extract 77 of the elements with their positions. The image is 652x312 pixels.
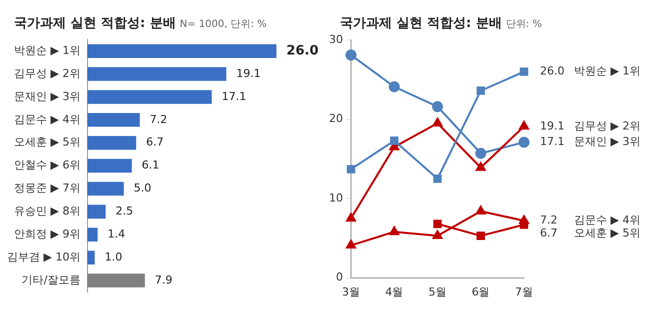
y-tick-label: 김무성 ▶ 2위 <box>14 66 80 80</box>
bar <box>87 250 95 264</box>
bar <box>87 136 136 150</box>
chart-subtitle: N= 1000, 단위: % <box>180 19 267 30</box>
point <box>433 220 442 228</box>
data-label: 1.4 <box>108 227 126 240</box>
data-label: 26.0 <box>540 64 564 78</box>
point <box>520 68 528 76</box>
bar <box>87 158 132 173</box>
y-tick-label: 30 <box>328 32 343 46</box>
point <box>432 230 442 240</box>
data-label: 5.0 <box>134 182 152 195</box>
text: 박원순 ▶ 1위 <box>574 64 640 78</box>
chart-subtitle: 단위: % <box>506 19 542 30</box>
point <box>346 240 356 249</box>
point <box>476 206 486 214</box>
point <box>389 226 400 236</box>
y-tick-label: 20 <box>328 112 343 126</box>
data-label: 1.0 <box>104 250 122 264</box>
point <box>388 81 400 92</box>
point <box>345 50 356 61</box>
data-label: 2.5 <box>116 204 134 218</box>
chart-title: 국가과제 실현 적합성: 분배 <box>14 16 176 31</box>
y-tick-label: 안철수 ▶ 6위 <box>14 158 80 172</box>
text: 문재인 ▶ 3위 <box>574 135 640 148</box>
y-tick-label: 김문수 ▶ 4위 <box>14 112 80 126</box>
data-label: 7.2 <box>540 214 558 227</box>
text: 오세훈 ▶ 5위 <box>574 226 640 240</box>
bar <box>87 113 140 127</box>
y-tick-label: 10 <box>328 191 343 204</box>
point <box>476 86 485 95</box>
data-label: 6.1 <box>142 158 160 172</box>
data-label: 6.7 <box>540 226 558 240</box>
point <box>475 148 486 159</box>
point <box>476 232 485 240</box>
bar <box>87 274 145 288</box>
point <box>346 212 356 222</box>
bar <box>87 44 276 58</box>
point <box>432 118 442 126</box>
chart-title: 국가과제 실현 적합성: 분배 <box>340 16 502 31</box>
data-label: 26.0 <box>286 43 319 58</box>
bar <box>87 204 106 219</box>
data-label: 7.9 <box>154 273 172 286</box>
point <box>519 215 529 224</box>
point <box>390 136 398 145</box>
data-label: 7.2 <box>150 112 168 126</box>
point <box>519 120 529 130</box>
data-label: 17.1 <box>540 135 564 148</box>
point <box>476 162 486 171</box>
bar <box>87 182 124 196</box>
x-tick-label: 6월 <box>472 285 490 298</box>
y-tick-label: 유승민 ▶ 8위 <box>14 204 80 218</box>
y-tick-label: 0 <box>336 270 343 284</box>
data-label: 19.1 <box>540 119 564 132</box>
text: 김문수 ▶ 4위 <box>574 214 640 227</box>
point <box>433 174 442 183</box>
y-tick-label: 오세훈 ▶ 5위 <box>14 136 80 149</box>
data-label: 19.1 <box>236 66 261 80</box>
x-tick-label: 4월 <box>385 285 404 298</box>
x-tick-label: 7월 <box>515 285 533 298</box>
bar <box>87 67 226 81</box>
x-tick-label: 5월 <box>428 285 446 298</box>
x-tick-label: 3월 <box>342 285 360 298</box>
point <box>432 101 443 112</box>
y-tick-label: 기타/잘모름 <box>22 273 80 286</box>
text: 김무성 ▶ 2위 <box>574 119 640 132</box>
data-label: 17.1 <box>222 90 246 103</box>
y-tick-label: 박원순 ▶ 1위 <box>14 44 80 57</box>
y-tick-label: 안희정 ▶ 9위 <box>14 227 80 240</box>
y-tick-label: 문재인 ▶ 3위 <box>14 90 80 103</box>
bar <box>87 90 212 104</box>
y-tick-label: 정몽준 ▶ 7위 <box>14 182 80 195</box>
data-label: 6.7 <box>146 136 164 149</box>
bar <box>87 228 98 242</box>
point <box>346 165 356 174</box>
point <box>518 136 530 148</box>
y-tick-label: 김부겸 ▶ 10위 <box>6 250 80 264</box>
